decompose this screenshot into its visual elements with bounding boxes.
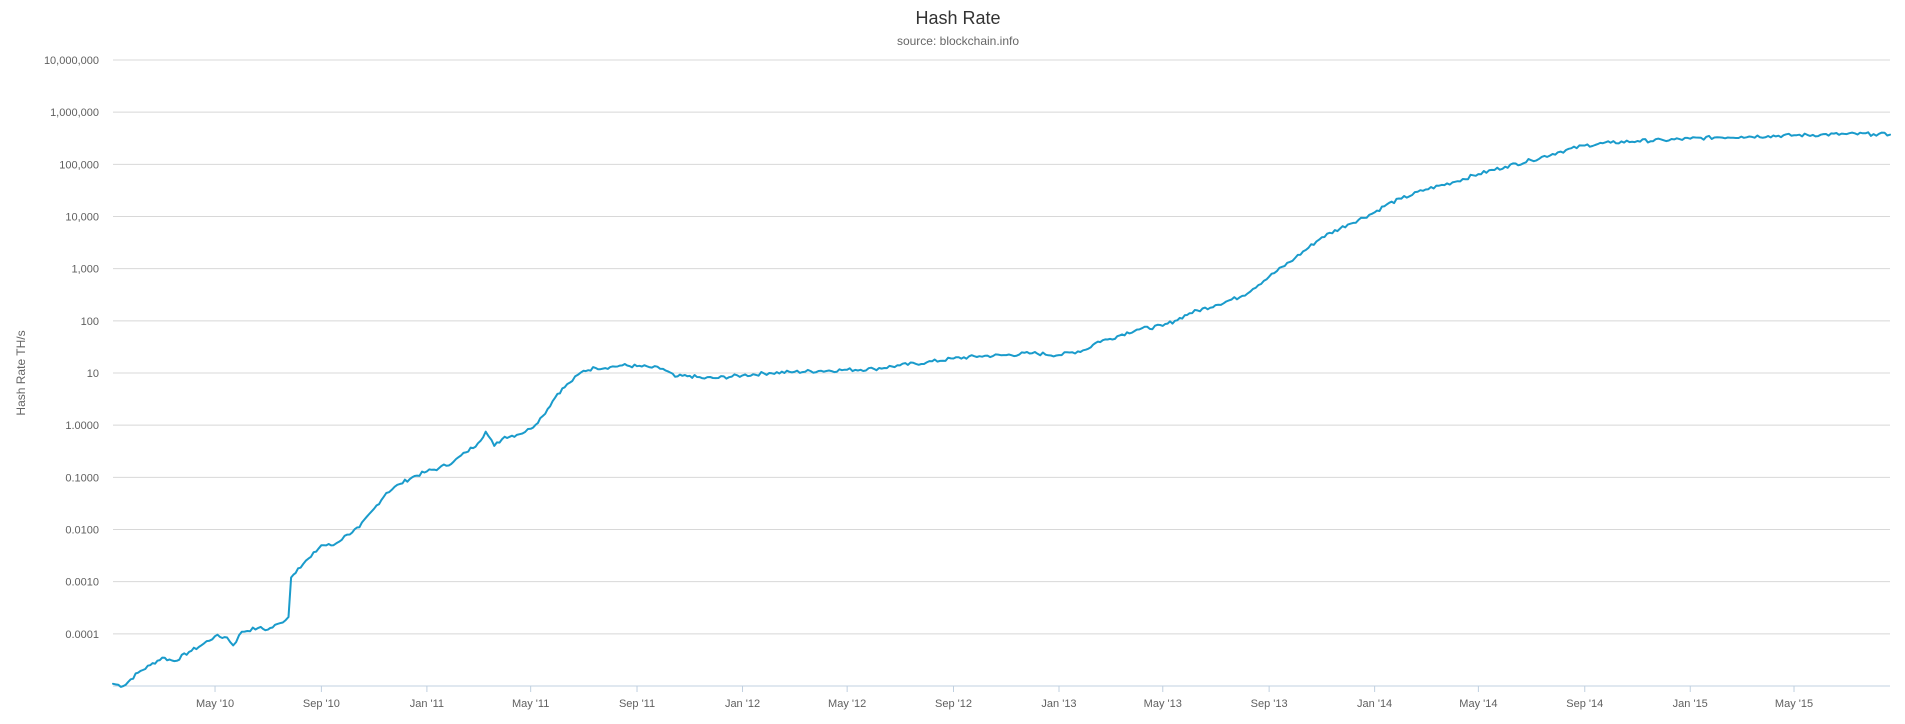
grid-lines xyxy=(113,59,1890,687)
y-tick-label: 10,000,000 xyxy=(44,55,99,67)
x-tick-label: Sep '10 xyxy=(303,698,340,710)
x-tick-label: Jan '13 xyxy=(1041,698,1076,710)
y-tick-label: 0.0001 xyxy=(65,629,99,641)
hash-rate-line xyxy=(112,131,1891,688)
x-tick-label: Sep '12 xyxy=(935,698,972,710)
x-tick-label: Sep '13 xyxy=(1251,698,1288,710)
x-tick-label: Sep '11 xyxy=(619,698,655,710)
y-tick-label: 100,000 xyxy=(59,159,99,171)
x-tick-label: Jan '11 xyxy=(410,698,444,710)
y-axis-ticks: 0.0001 0.0010 0.0100 0.1000 1.0000 10 100 1,000… xyxy=(44,55,99,641)
y-tick-label: 0.0100 xyxy=(65,525,99,537)
x-tick-label: Jan '15 xyxy=(1673,698,1708,710)
x-tick-label: May '11 xyxy=(512,698,549,710)
x-tick-label: May '12 xyxy=(828,698,866,710)
x-tick-label: May '10 xyxy=(196,698,234,710)
chart-title: Hash Rate xyxy=(915,8,1000,28)
x-tick-label: May '13 xyxy=(1144,698,1182,710)
y-tick-label: 1.0000 xyxy=(65,420,99,432)
y-tick-label: 0.1000 xyxy=(65,472,99,484)
chart-subtitle: source: blockchain.info xyxy=(897,34,1019,48)
series-layer xyxy=(112,131,1891,688)
x-axis-ticks: May '10 Sep '10 Jan '11 May '11 Sep '11 Jan '… xyxy=(196,686,1813,710)
y-tick-label: 1,000 xyxy=(71,264,99,276)
y-tick-label: 1,000,000 xyxy=(50,107,99,119)
x-tick-label: Sep '14 xyxy=(1566,698,1603,710)
y-tick-label: 0.0010 xyxy=(65,577,99,589)
x-tick-label: Jan '12 xyxy=(725,698,760,710)
x-tick-label: May '14 xyxy=(1459,698,1497,710)
y-tick-label: 10,000 xyxy=(65,212,99,224)
x-tick-label: Jan '14 xyxy=(1357,698,1392,710)
y-tick-label: 100 xyxy=(81,316,99,328)
y-tick-label: 10 xyxy=(87,368,99,380)
y-axis-title: Hash Rate TH/s xyxy=(14,330,28,415)
x-tick-label: May '15 xyxy=(1775,698,1813,710)
